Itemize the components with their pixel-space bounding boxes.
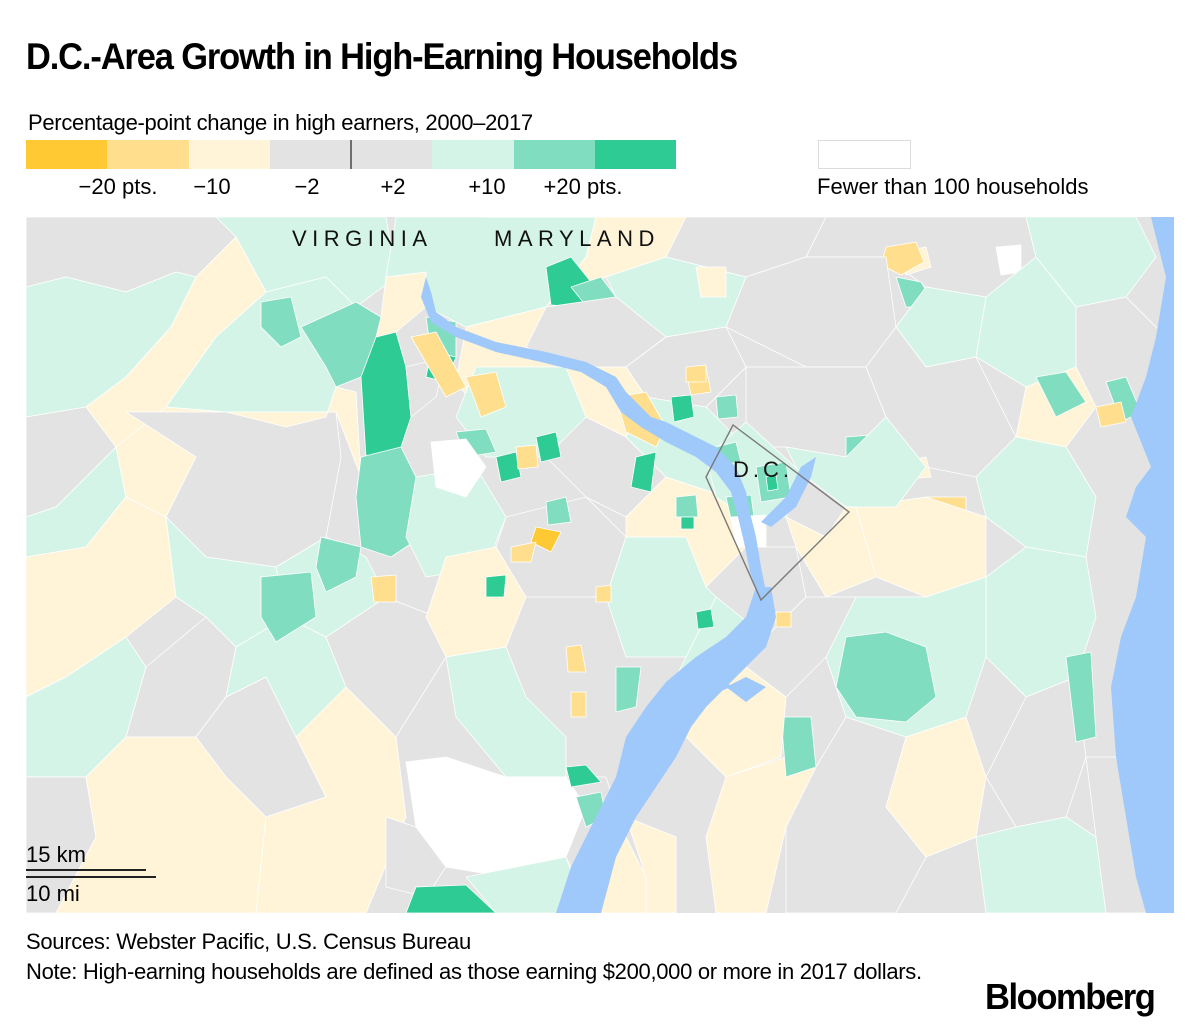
map-tract [625,816,677,913]
label-maryland: MARYLAND [494,226,660,251]
map-tract [260,296,302,348]
scale-km-label: 15 km [26,842,86,867]
legend-swatch-no-data [818,140,911,169]
label-virginia: VIRGINIA [292,226,433,251]
legend-title: Percentage-point change in high earners,… [28,110,533,135]
map-tract [565,644,587,673]
map-tract [360,331,412,458]
chesapeake-bay [1111,217,1174,913]
map-tract [765,474,779,492]
map-tract [530,526,562,553]
anacostia-river [761,457,816,527]
sources-text: Sources: Webster Pacific, U.S. Census Bu… [26,929,471,954]
legend-tick-label: −10 [193,174,231,199]
map-tract [835,631,937,723]
scale-mi-label: 10 mi [26,881,80,906]
map-tract [685,364,707,383]
map-tract [445,646,567,778]
legend-swatch-growth [513,140,595,169]
legend-swatch-neutral-high [351,140,433,169]
map-tract [570,691,587,718]
map-tract [680,516,695,530]
scale-bar: 15 km 10 mi [26,843,156,906]
map-tract [410,331,467,398]
map-tract [1095,401,1127,428]
map-tract [465,371,507,418]
dc-boundary [705,423,851,602]
mattawoman-creek [726,677,766,702]
map-tract [510,541,537,563]
legend-tick-label: −20 pts. [78,174,158,199]
scale-mi-line [26,876,156,878]
map-tract [465,856,587,913]
legend-swatch-slight-growth [432,140,514,169]
map-tract [495,451,522,483]
map-tract [430,438,487,498]
legend-swatch-strong-growth [594,140,676,169]
label-dc: D.C. [733,457,793,482]
legend-no-data-label: Fewer than 100 households [817,174,1089,199]
legend-swatch-decline [107,140,189,169]
color-legend [26,140,676,169]
legend-swatch-slight-decline [188,140,270,169]
map-tract [595,584,612,603]
note-text: Note: High-earning households are define… [26,959,922,984]
map-tract [975,436,1097,558]
legend-tick-label: +2 [380,174,406,199]
map-tract [225,386,362,478]
map-tract [385,816,447,898]
map-tract [615,666,642,713]
choropleth-map: VIRGINIA MARYLAND D.C. [26,217,1174,913]
map-tract [855,496,987,598]
map-tract [695,266,727,298]
map-tract [485,574,507,598]
occoquan-creek [676,667,731,697]
map-canvas [26,217,1174,913]
legend-swatch-strong-decline [26,140,108,169]
map-tract [675,494,699,518]
map-tract [780,716,817,778]
legend-tick-label: −2 [294,174,320,199]
potomac-estuary [556,587,776,913]
legend-swatch-neutral-low [269,140,351,169]
map-tract [775,611,792,628]
legend-zero-marker [350,140,352,169]
map-tract [670,394,695,423]
map-tract [1035,371,1087,418]
map-tract [695,608,715,630]
map-tract [405,884,497,913]
map-tract [535,431,562,463]
map-tract [630,451,657,493]
bloomberg-logo: Bloomberg [985,976,1156,1017]
map-tract [315,536,362,593]
map-tract [565,764,602,788]
map-tract [975,816,1107,913]
map-tract [545,496,572,526]
water-bodies [421,217,1174,913]
scale-km-line [26,869,146,871]
map-tract [715,394,739,420]
chart-title: D.C.-Area Growth in High-Earning Househo… [26,36,738,77]
map-tract [260,571,317,643]
map-tract [515,444,539,470]
legend-tick-label: +10 [468,174,506,199]
map-tract [370,574,397,603]
map-tract [1065,651,1097,743]
legend-tick-label: +20 pts. [543,174,623,199]
map-tract [355,446,422,558]
